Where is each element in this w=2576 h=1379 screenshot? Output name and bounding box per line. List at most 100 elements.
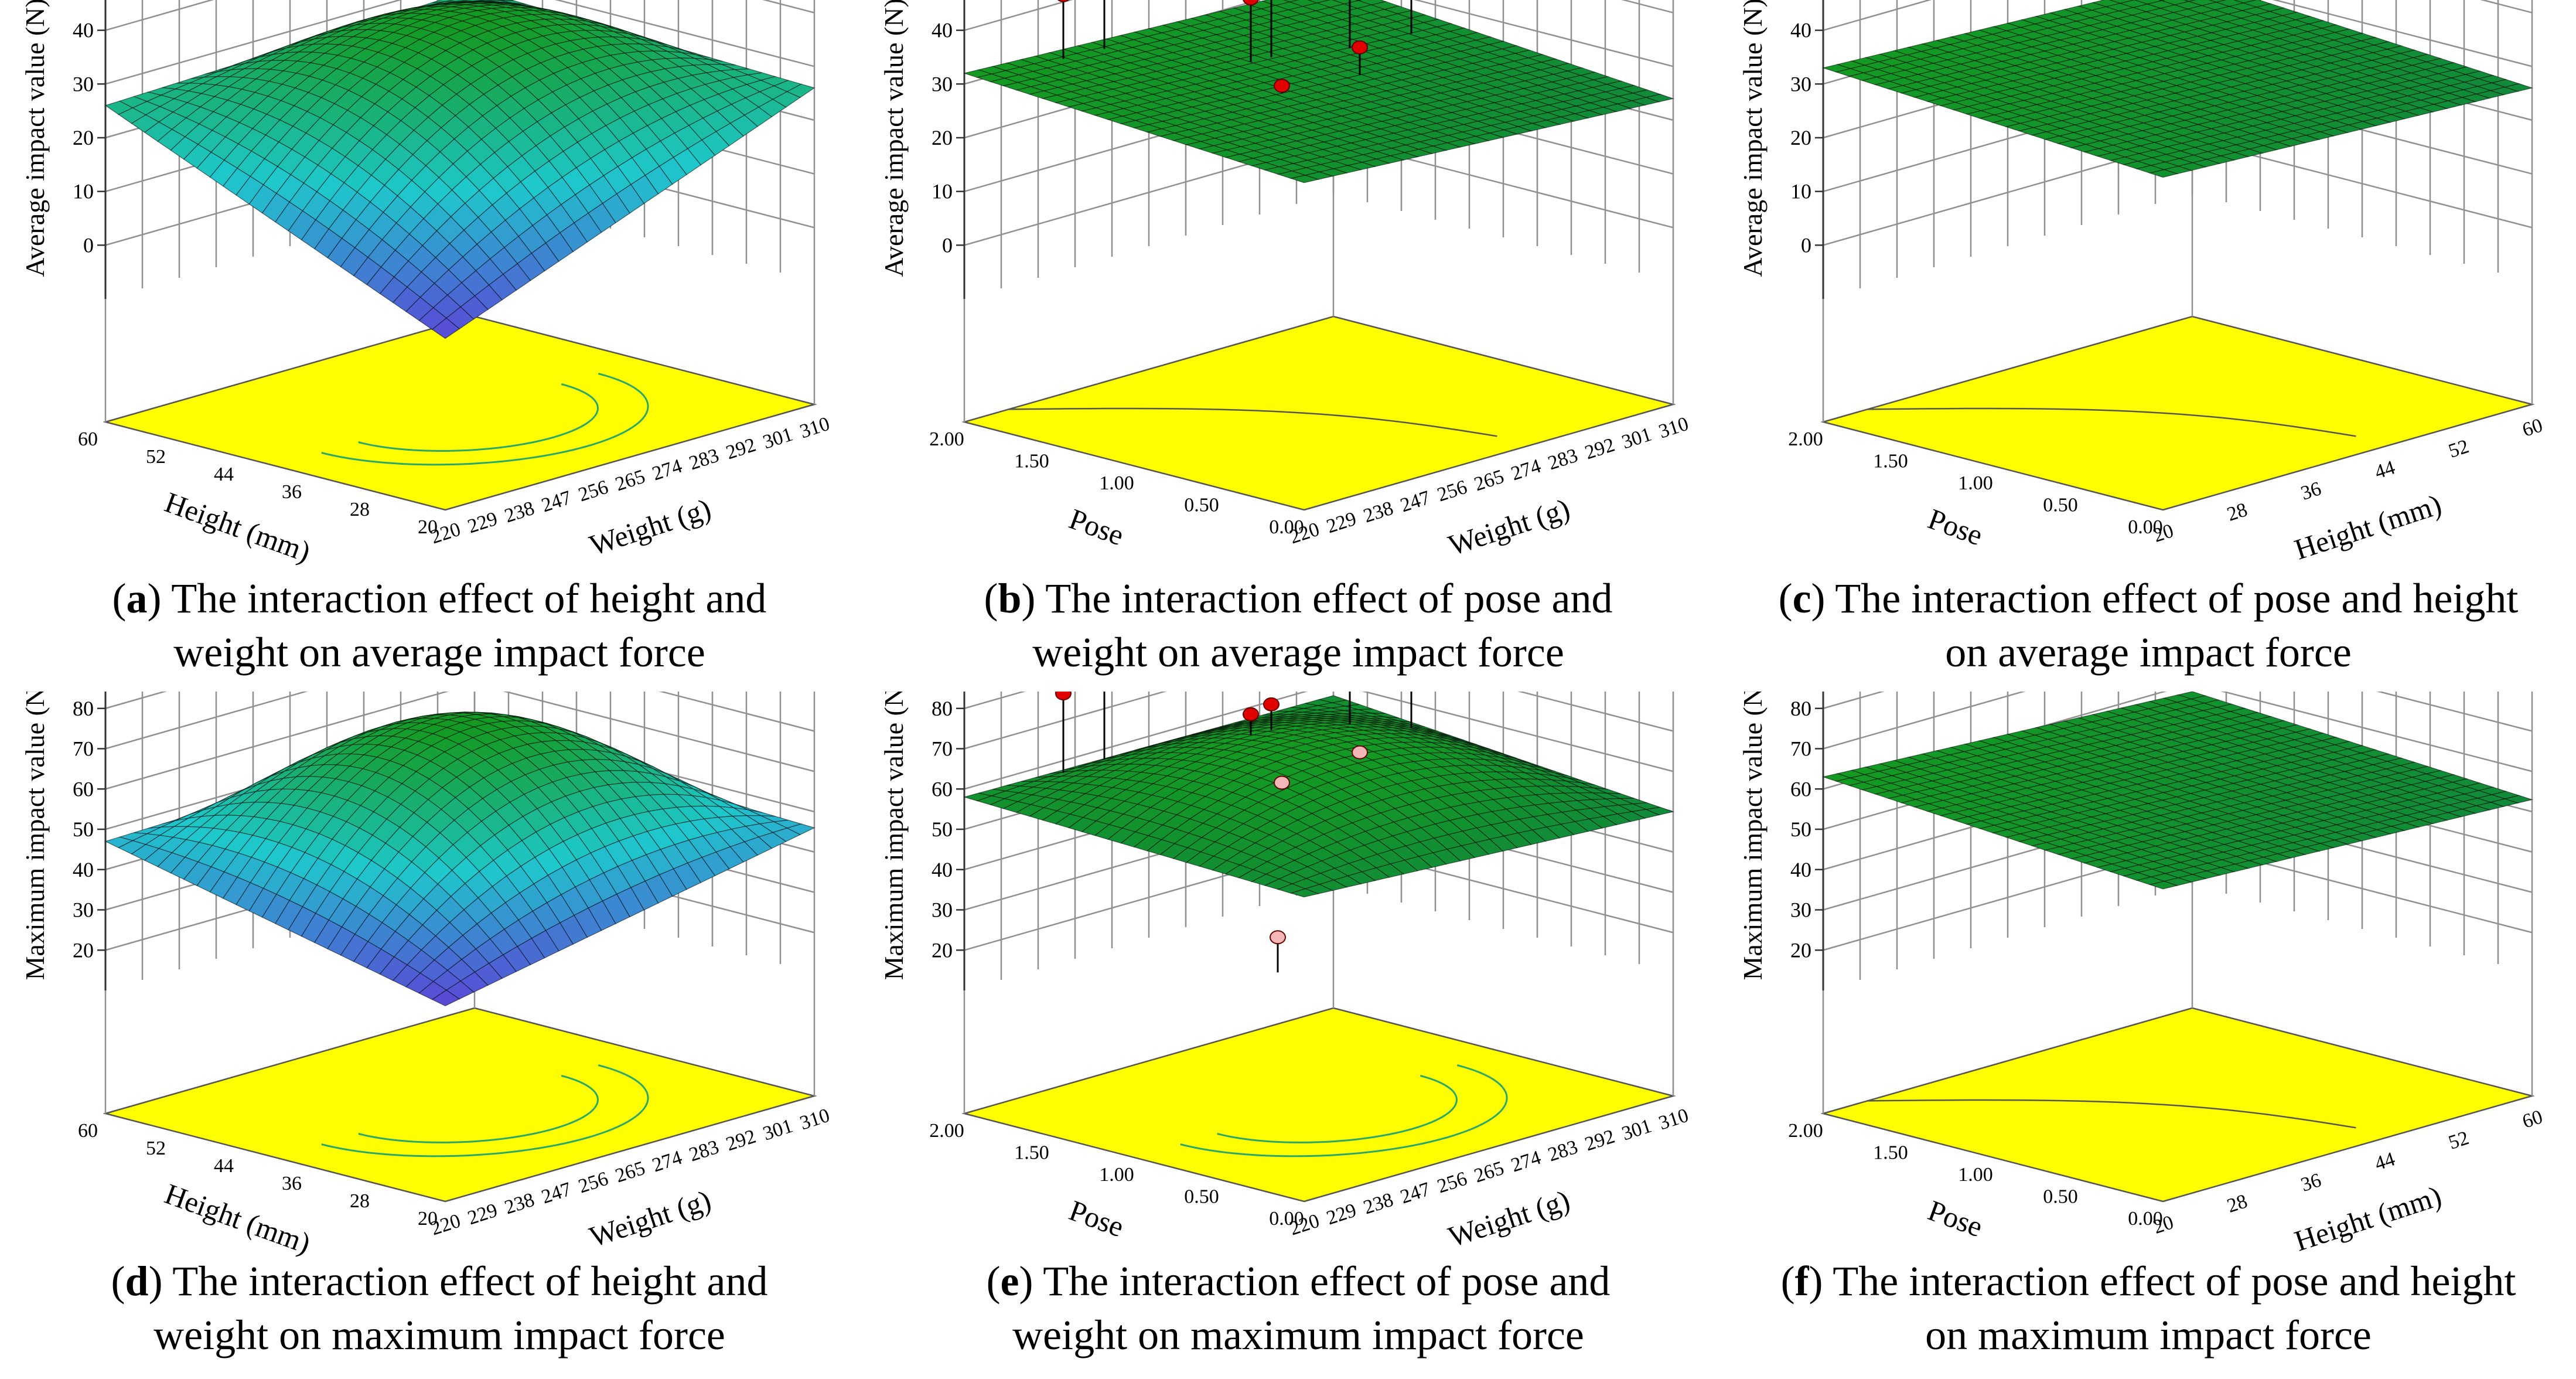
x-tick-label: 265	[613, 1157, 648, 1187]
surface-plot-d: 2030405060708090Maximum impact value (N)…	[20, 692, 832, 1260]
x-tick-label: 310	[1656, 1105, 1691, 1135]
z-axis: 2030405060708090Maximum impact value (N)	[1738, 692, 1823, 980]
x-tick-label: 256	[576, 1168, 611, 1198]
caption-line-1: (c) The interaction effect of pose and h…	[1778, 575, 2519, 622]
y-tick-label: 1.00	[1099, 1164, 1134, 1186]
contour-line	[1867, 1099, 2356, 1129]
contour-line	[1180, 1064, 1508, 1157]
surface-cell	[1289, 888, 1320, 898]
x-tick-label: 301	[760, 1115, 796, 1145]
z-tick-label: 10	[932, 180, 953, 203]
x-tick-label: 247	[539, 1179, 574, 1208]
x-tick-label: 60	[2520, 1106, 2546, 1133]
panel-letter: f	[1794, 1258, 1809, 1305]
caption-line-1: (b) The interaction effect of pose and	[984, 575, 1613, 622]
contour-line	[358, 1075, 599, 1143]
x-tick-label: 36	[2298, 1169, 2324, 1196]
contour-line	[321, 373, 649, 466]
y-tick-label: 36	[282, 481, 302, 503]
floor-contour-plane	[961, 1007, 1676, 1203]
y-tick-label: 0.50	[2043, 495, 2078, 516]
z-tick-label: 20	[73, 126, 94, 149]
x-tick-label: 44	[2372, 457, 2398, 483]
surface-cell	[431, 318, 460, 339]
z-tick-label: 20	[1790, 938, 1811, 962]
design-point	[1274, 79, 1290, 93]
z-tick-label: 30	[932, 72, 953, 96]
response-surface	[104, 711, 816, 1006]
x-tick-label: 274	[650, 1147, 685, 1177]
z-axis: 01020304050Average impact value (N)	[879, 0, 964, 277]
z-tick-label: 70	[1790, 737, 1811, 761]
contour-line	[1008, 407, 1497, 437]
surface-plot-e: 2030405060708090Maximum impact value (N)…	[879, 692, 1691, 1254]
floor-contour-plane	[103, 315, 817, 511]
y-tick-label: 0.50	[1184, 1186, 1219, 1208]
y-tick-label: 1.00	[1099, 472, 1134, 494]
y-tick-label: 2.00	[1788, 428, 1823, 450]
surface-cell	[2208, 0, 2227, 3]
x-tick-label: 292	[1582, 434, 1618, 464]
x-tick-label: 247	[1398, 487, 1433, 517]
z-tick-label: 30	[1790, 72, 1811, 96]
x-tick-label: 283	[687, 1136, 722, 1166]
z-tick-label: 40	[73, 19, 94, 42]
x-tick-label: 310	[797, 413, 832, 443]
panel-letter: e	[1000, 1258, 1019, 1305]
x-tick-label: 238	[502, 1189, 537, 1219]
y-tick-label: 44	[214, 1155, 234, 1177]
chart-panel-f: 2030405060708090Maximum impact value (N)…	[1718, 692, 2576, 1266]
response-surface	[1821, 0, 2534, 178]
contour-line	[1867, 407, 2356, 437]
x-tick-label: 310	[1656, 413, 1691, 443]
floor-contours	[1008, 407, 1497, 437]
x-tick-label: 229	[465, 1200, 500, 1230]
z-tick-label: 0	[83, 233, 94, 257]
x-tick-label: 283	[687, 445, 722, 475]
floor-contours	[1867, 407, 2356, 437]
y-tick-label: 2.00	[1788, 1120, 1823, 1142]
z-tick-label: 20	[73, 938, 94, 962]
z-axis-label: Average impact value (N)	[879, 0, 909, 277]
caption-f: (f) The interaction effect of pose and h…	[1729, 1254, 2567, 1362]
surface-cell	[2148, 881, 2179, 890]
x-tick-label: 301	[760, 424, 796, 454]
caption-e: (e) The interaction effect of pose and we…	[894, 1254, 1702, 1362]
z-tick-label: 50	[932, 818, 953, 841]
y-tick-label: 28	[350, 1190, 370, 1212]
z-tick-label: 0	[1801, 233, 1811, 257]
x-tick-label: 256	[1435, 1168, 1470, 1198]
y-tick-label: 44	[214, 464, 234, 485]
caption-text-1: ) The interaction effect of pose and hei…	[1811, 575, 2519, 622]
response-surface	[104, 0, 816, 339]
y-axis-label: Pose	[1065, 1194, 1128, 1244]
surface-plot-f: 2030405060708090Maximum impact value (N)…	[1738, 692, 2546, 1258]
x-tick-label: 229	[465, 508, 500, 538]
x-tick-label: 229	[1324, 508, 1359, 538]
y-tick-label: 0.00	[1269, 516, 1304, 538]
y-tick-label: 2.00	[929, 1120, 964, 1142]
z-tick-label: 20	[1790, 126, 1811, 149]
y-tick-label: 52	[146, 1138, 166, 1159]
z-tick-label: 50	[1790, 818, 1811, 841]
y-tick-label: 1.50	[1873, 1142, 1908, 1164]
x-tick-label: 274	[650, 455, 685, 485]
chart-panel-e: 2030405060708090Maximum impact value (N)…	[859, 692, 1717, 1266]
surface-plot-b: 01020304050Average impact value (N)22022…	[879, 0, 1691, 562]
caption-line-2: weight on average impact force	[1032, 629, 1564, 676]
z-axis: 01020304050Average impact value (N)	[20, 0, 105, 277]
design-point	[1352, 745, 1368, 760]
caption-a: (a) The interaction effect of height and…	[35, 571, 844, 679]
x-tick-label: 265	[1472, 466, 1507, 496]
x-tick-label: 301	[1619, 424, 1654, 454]
x-tick-label: 52	[2446, 1127, 2472, 1154]
design-point	[1263, 697, 1280, 711]
design-points-markers	[1055, 692, 1412, 945]
x-tick-label: 247	[1398, 1179, 1433, 1208]
design-point	[1243, 0, 1259, 6]
design-point	[1270, 930, 1286, 945]
y-tick-label: 1.00	[1958, 1164, 1993, 1186]
y-tick-label: 0.00	[1269, 1208, 1304, 1230]
x-axis: 220 229 238 247 256 265 274 283 292 301 310Weight …	[428, 413, 832, 562]
